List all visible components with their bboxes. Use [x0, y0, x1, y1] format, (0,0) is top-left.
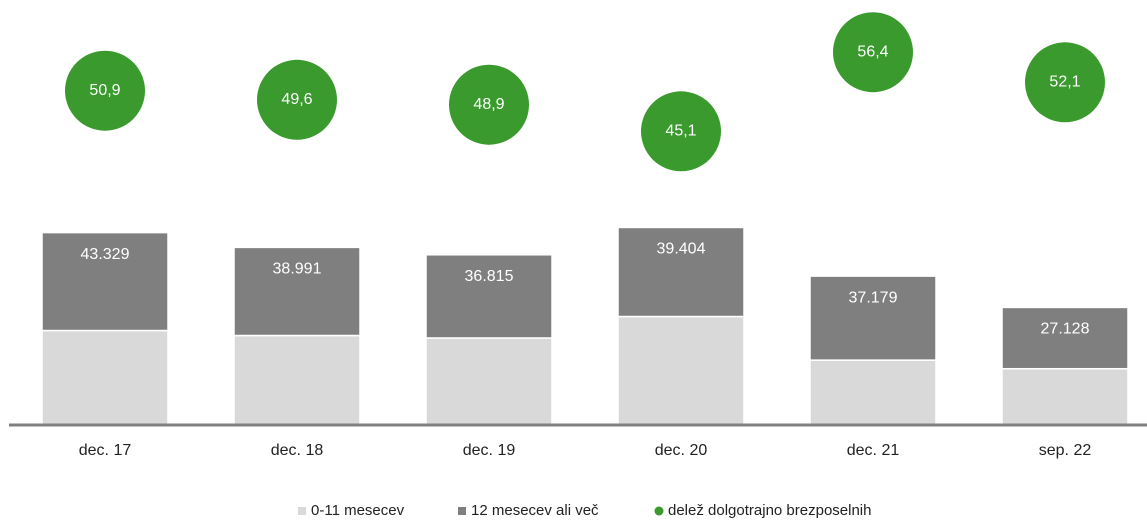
- bar-segment: [233, 334, 361, 426]
- x-tick-label: dec. 18: [271, 442, 324, 459]
- bar-segment: [617, 315, 745, 426]
- bar-label: 38.991: [273, 261, 322, 278]
- bar-segment: [1001, 306, 1129, 370]
- share-label: 49,6: [281, 91, 312, 108]
- share-label: 50,9: [89, 82, 120, 99]
- legend-label: 12 mesecev ali več: [471, 502, 599, 519]
- bar-segment: [1001, 367, 1129, 426]
- bar-label: 36.815: [465, 268, 514, 285]
- x-tick-label: dec. 20: [655, 442, 708, 459]
- bar-label: 37.179: [849, 289, 898, 306]
- share-bubble: [257, 59, 337, 140]
- share-label: 52,1: [1049, 74, 1080, 91]
- bar-label: 43.329: [81, 246, 130, 263]
- share-bubble: [449, 64, 529, 145]
- share-bubble: [1025, 42, 1105, 123]
- bar-segment: [809, 275, 937, 361]
- x-tick-label: sep. 22: [1039, 442, 1092, 459]
- x-tick-label: dec. 17: [79, 442, 132, 459]
- bar-segment: [809, 359, 937, 426]
- legend-marker: [654, 506, 664, 516]
- share-label: 48,9: [473, 96, 504, 113]
- share-label: 45,1: [665, 123, 696, 140]
- bar-label: 39.404: [657, 241, 706, 258]
- bar-segment: [41, 231, 169, 332]
- x-tick-label: dec. 19: [463, 442, 516, 459]
- share-bubble: [65, 50, 145, 131]
- x-tick-label: dec. 21: [847, 442, 900, 459]
- legend-marker: [458, 507, 466, 515]
- legend-marker: [298, 507, 306, 515]
- bar-segment: [617, 226, 745, 318]
- legend-label: 0-11 mesecev: [311, 502, 405, 519]
- bar-segment: [425, 254, 553, 339]
- bar-segment: [233, 246, 361, 337]
- share-label: 56,4: [857, 43, 888, 60]
- bar-label: 27.128: [1041, 321, 1090, 338]
- share-bubble: [833, 12, 913, 93]
- bar-segment: [425, 337, 553, 426]
- share-bubble: [641, 91, 721, 172]
- bar-segment: [41, 329, 169, 426]
- legend-label: delež dolgotrajno brezposelnih: [668, 502, 871, 519]
